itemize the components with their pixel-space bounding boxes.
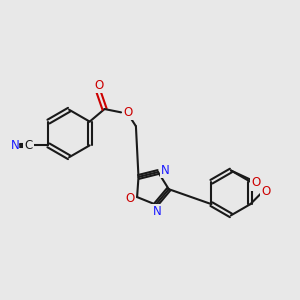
Text: O: O [124, 106, 133, 119]
Text: O: O [252, 176, 261, 189]
Text: N: N [152, 205, 161, 218]
Text: O: O [94, 79, 103, 92]
Text: O: O [261, 185, 271, 198]
Text: N: N [11, 139, 19, 152]
Text: O: O [125, 192, 134, 205]
Text: C: C [25, 139, 33, 152]
Text: N: N [161, 164, 170, 177]
